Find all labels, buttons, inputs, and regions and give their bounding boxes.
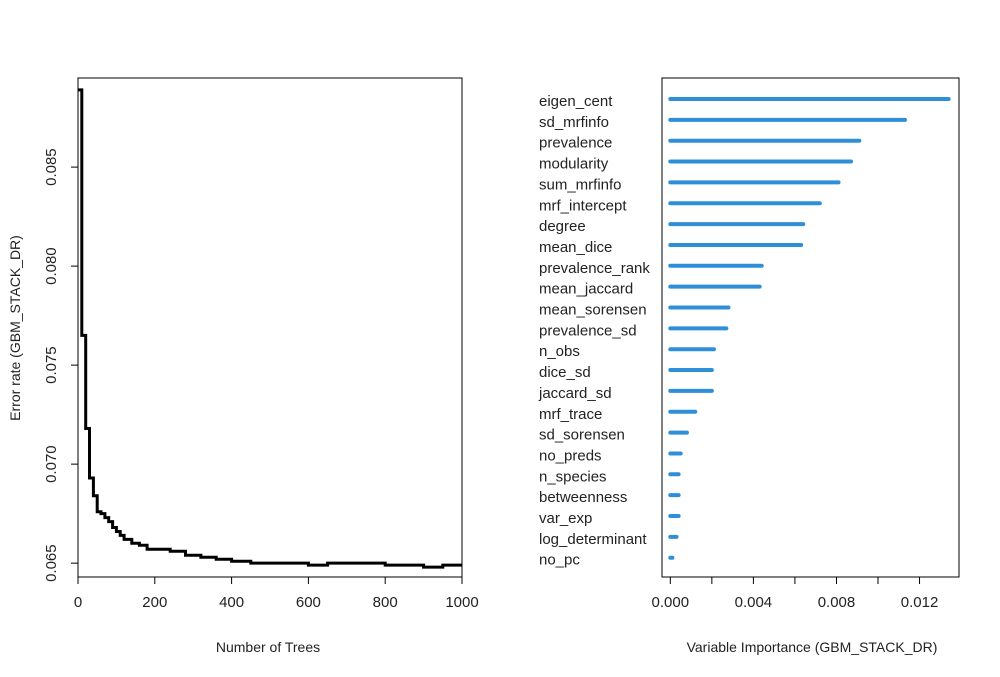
x-axis-label-right: Variable Importance (GBM_STACK_DR) (687, 639, 938, 655)
variable-label-mrf-trace: mrf_trace (539, 406, 602, 423)
variable-label-modularity: modularity (539, 156, 609, 173)
x-tick-label-left: 1000 (445, 594, 478, 611)
variable-label-n-species: n_species (539, 468, 607, 485)
x-tick-label-right: 0.008 (818, 594, 856, 611)
variable-label-n-obs: n_obs (539, 343, 580, 360)
y-tick-label-left: 0.065 (43, 544, 60, 582)
importance-bars (668, 97, 951, 560)
y-axis-label-left: Error rate (GBM_STACK_DR) (7, 235, 23, 421)
x-tick-label-left: 0 (74, 594, 82, 611)
variable-label-mrf-intercept: mrf_intercept (539, 197, 627, 214)
variable-label-mean-dice: mean_dice (539, 239, 612, 256)
error-rate-panel: 0 200 400 600 800 1000 0.0650.0700.0750.0800.… (7, 77, 479, 655)
x-tick-label-left: 600 (296, 594, 321, 611)
variable-label-sd-sorensen: sd_sorensen (539, 427, 625, 444)
variable-label-dice-sd: dice_sd (539, 364, 591, 381)
x-tick-label-left: 200 (142, 594, 167, 611)
variable-label-jaccard-sd: jaccard_sd (538, 385, 612, 402)
y-tick-label-left: 0.085 (43, 148, 60, 186)
variable-label-prevalence-sd: prevalence_sd (539, 322, 637, 339)
y-axis-left: 0.065 0.070 0.075 0.080 0.085 (43, 148, 78, 582)
variable-label-sd-mrfinfo: sd_mrfinfo (539, 114, 609, 131)
variable-label-sum-mrfinfo: sum_mrfinfo (539, 176, 622, 193)
plot-frame-left (77, 77, 463, 578)
x-axis-label-left: Number of Trees (216, 639, 320, 655)
variable-label-no-preds: no_preds (539, 447, 602, 464)
variable-label-no-pc: no_pc (539, 552, 580, 569)
variable-labels: eigen_cent sd_mrfinfo prevalence modularity… (538, 93, 650, 569)
variable-label-eigen-cent: eigen_cent (539, 93, 613, 110)
error-rate-line (78, 88, 462, 569)
variable-label-mean-sorensen: mean_sorensen (539, 302, 647, 319)
x-tick-label-right: 0.012 (901, 594, 939, 611)
x-tick-label-left: 800 (373, 594, 398, 611)
x-tick-label-right: 0.004 (735, 594, 773, 611)
variable-label-prevalence: prevalence (539, 135, 612, 152)
x-tick-label-right: 0.000 (652, 594, 690, 611)
y-tick-label-left: 0.070 (43, 445, 60, 483)
variable-label-degree: degree (539, 218, 586, 235)
variable-importance-panel: 0.000 0.004 0.008 0.012 eigen_cent sd_mrfinf… (538, 77, 960, 655)
variable-label-log-determinant: log_determinant (539, 531, 647, 548)
x-tick-label-left: 400 (219, 594, 244, 611)
variable-label-mean-jaccard: mean_jaccard (539, 281, 633, 298)
variable-label-prevalence-rank: prevalence_rank (539, 260, 650, 277)
x-axis-left: 0 200 400 600 800 1000 (74, 576, 479, 611)
variable-label-betweenness: betweenness (539, 489, 627, 506)
y-tick-label-left: 0.080 (43, 247, 60, 285)
variable-label-var-exp: var_exp (539, 510, 592, 527)
y-tick-label-left: 0.075 (43, 346, 60, 384)
x-axis-right: 0.000 0.004 0.008 0.012 (652, 576, 939, 611)
